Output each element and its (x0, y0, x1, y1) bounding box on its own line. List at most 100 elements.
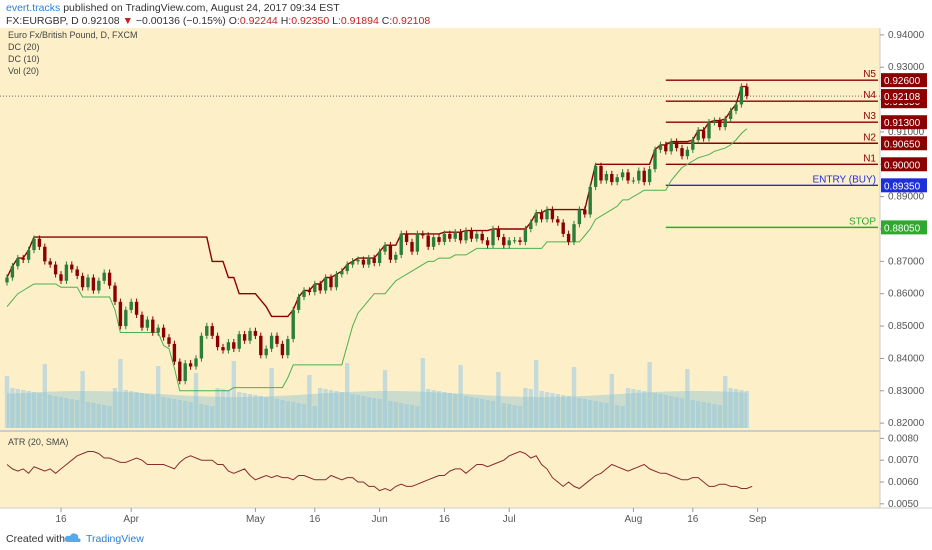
volume-bar (631, 389, 636, 428)
atr-line (6, 450, 753, 492)
candles-layer (5, 83, 749, 385)
legend-volume: Vol (20) (8, 66, 39, 76)
candle-body (248, 330, 252, 341)
volume-bar (21, 390, 26, 428)
candle-body (626, 172, 630, 181)
ohlc-line: FX:EURGBP, D 0.92108 ▼ −0.00136 (−0.15%)… (6, 15, 430, 27)
tradingview-brand-link[interactable]: TradingView (86, 533, 144, 545)
candle-body (728, 110, 733, 119)
candle-body (86, 277, 90, 288)
price-pane-background (0, 28, 880, 430)
candle-body (415, 233, 420, 252)
price-tag-text: 0.88050 (884, 223, 921, 234)
volume-bar (15, 389, 20, 428)
volume-bar (31, 392, 37, 428)
candle-body (734, 104, 738, 111)
volume-bar (285, 401, 290, 428)
time-tick-label: 16 (439, 514, 451, 525)
volume-bar (301, 404, 307, 428)
volume-bar (280, 400, 285, 428)
candle-body (437, 237, 441, 242)
candle-body (539, 212, 544, 220)
publish-line: evert.tracks published on TradingView.co… (6, 2, 340, 14)
volume-bar (231, 361, 236, 428)
volume-bar (593, 401, 598, 428)
volume-bar (523, 388, 528, 428)
candle-body (518, 240, 522, 242)
candle-body (399, 233, 403, 255)
volume-bar (512, 405, 517, 428)
time-tick-label: Sep (749, 514, 767, 525)
candle-body (512, 240, 517, 242)
volume-bar (393, 402, 398, 428)
candle-body (237, 334, 241, 349)
volume-bar (350, 394, 355, 428)
candle-body (70, 264, 74, 270)
candle-body (286, 339, 290, 356)
candle-body (167, 337, 171, 344)
candle-body (599, 165, 603, 181)
candle-body (491, 229, 495, 246)
price-tag-text: 0.91300 (884, 118, 921, 129)
candle-body (372, 258, 376, 263)
candle-body (615, 177, 619, 183)
level-name: N3 (863, 111, 876, 122)
candle-body (323, 277, 328, 291)
candle-body (507, 240, 511, 246)
candle-body (647, 169, 652, 183)
volume-bar (53, 396, 58, 428)
price-tick-label: 0.85000 (888, 321, 925, 332)
level-name: N4 (863, 90, 876, 101)
low-label: L: (332, 15, 341, 27)
high-value: 0.92350 (291, 15, 330, 27)
open-value: 0.92244 (239, 15, 278, 27)
time-tick-label: Aug (625, 514, 643, 525)
candle-body (307, 290, 312, 293)
atr-tick-label: 0.0070 (888, 455, 919, 466)
volume-bar (415, 406, 420, 428)
candle-body (712, 120, 717, 123)
volume-bar (706, 403, 712, 428)
publish-info: published on TradingView.com, August 24,… (63, 2, 340, 14)
volume-bar (112, 388, 118, 428)
volume-bar (102, 405, 107, 428)
volume-bar (571, 367, 577, 428)
candle-body (469, 230, 474, 239)
volume-bar (75, 400, 80, 428)
volume-bar (431, 390, 436, 428)
candle-body (242, 334, 247, 341)
candle-body (388, 245, 393, 260)
volume-bar (463, 396, 469, 428)
volume-bar (139, 393, 145, 428)
volume-bar (442, 392, 447, 428)
candle-body (21, 258, 25, 260)
close-value: 0.92108 (392, 15, 431, 27)
chart-area[interactable]: N5 N4 N3 N2 N1 ENTRY (BUY) STOP 0.94000 0.93000… (0, 28, 932, 528)
price-tick-label: 0.91000 (888, 127, 925, 138)
candle-body (264, 348, 268, 356)
volume-bar (37, 393, 42, 428)
volume-bar (366, 397, 371, 428)
volume-bar (48, 395, 53, 428)
candle-body (215, 335, 220, 348)
volume-bar (490, 401, 496, 428)
volume-bar (307, 375, 312, 428)
candle-body (172, 343, 177, 362)
volume-bar (193, 373, 199, 428)
candle-body (16, 258, 20, 267)
author-link[interactable]: evert.tracks (6, 2, 61, 14)
candle-body (496, 229, 501, 238)
last-price: 0.92108 (81, 15, 120, 27)
price-tag-text: 0.92600 (884, 76, 921, 87)
candle-body (199, 335, 204, 359)
candle-body (669, 141, 673, 152)
candle-body (259, 335, 263, 356)
volume-bar (258, 396, 263, 428)
volume-bar (582, 399, 587, 428)
candle-body (194, 358, 198, 367)
volume-bar (388, 401, 393, 428)
level-name: ENTRY (BUY) (812, 174, 876, 185)
price-tick-label: 0.86000 (888, 289, 925, 300)
volume-bar (550, 393, 555, 428)
volume-bar (253, 395, 258, 428)
